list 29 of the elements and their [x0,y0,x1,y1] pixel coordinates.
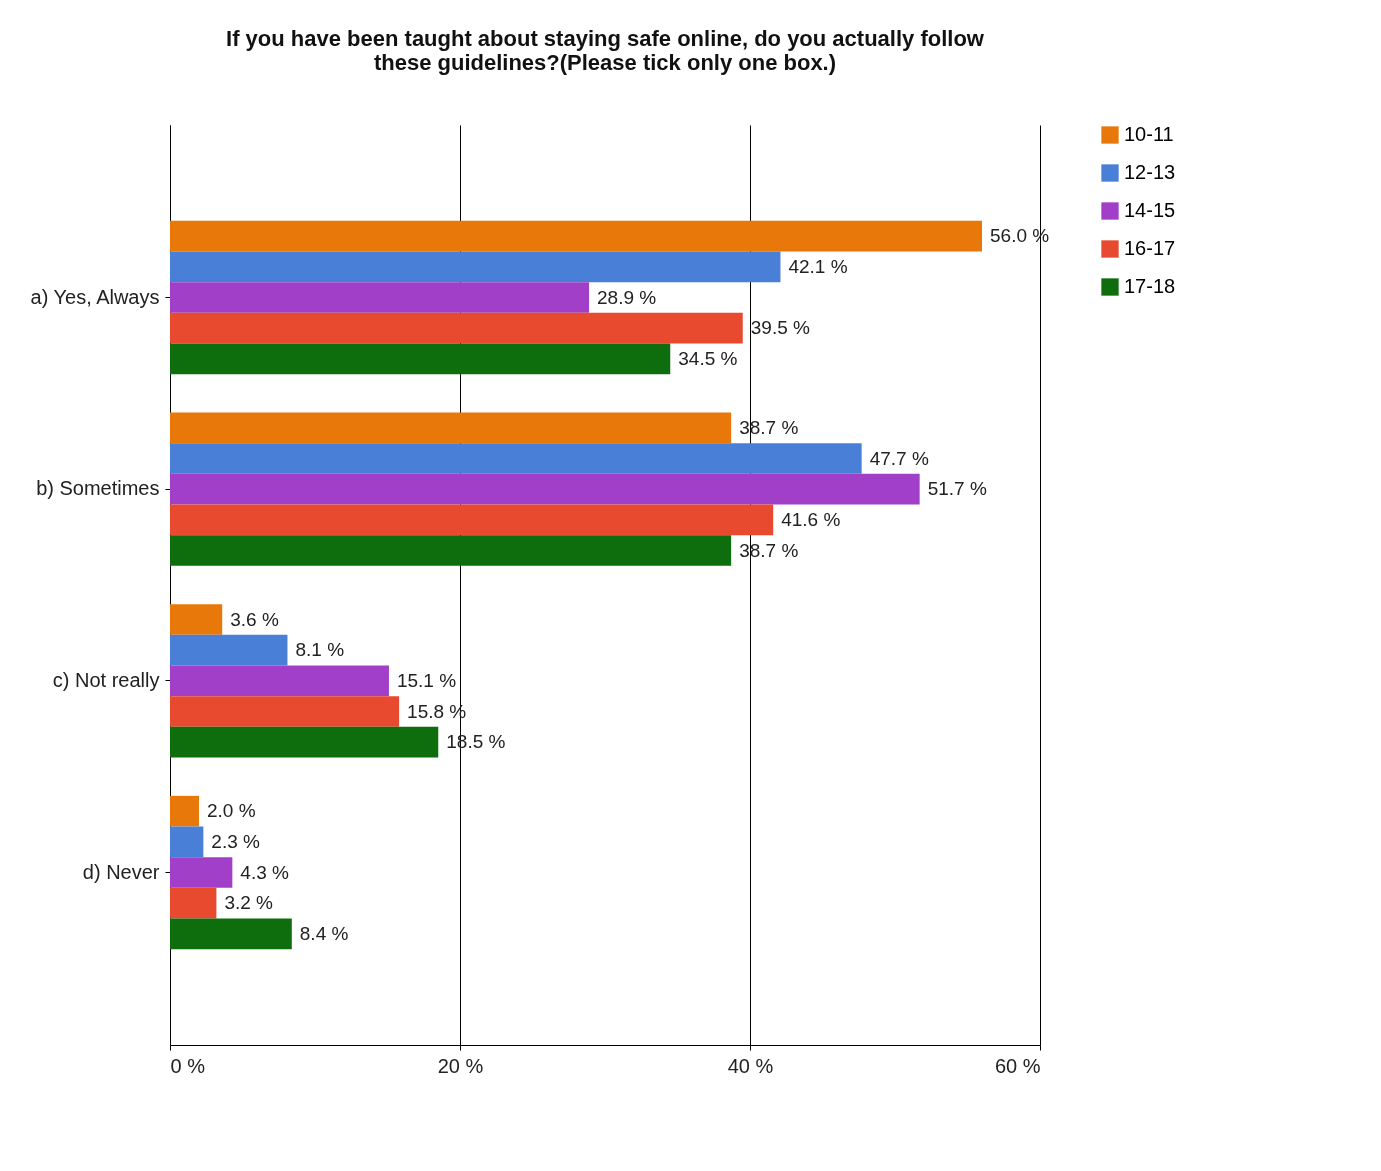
data-label: 3.2 % [224,892,274,914]
data-label: 2.0 % [207,800,256,822]
data-label: 28.9 % [597,286,657,308]
data-label: 34.5 % [678,347,738,369]
data-label: 3.6 % [230,608,279,630]
legend-label: 17-18 [1124,275,1176,297]
legend-label: 14-15 [1124,199,1176,221]
legend-label: 12-13 [1124,161,1176,183]
x-tick-label: 60 % [994,1054,1041,1077]
data-label: 15.1 % [396,669,457,691]
x-tick-label: 40 % [727,1054,774,1077]
x-tick-label: 20 % [437,1054,484,1077]
data-label: 8.4 % [299,922,349,944]
data-label: 51.7 % [927,478,987,500]
data-label: 41.6 % [781,508,841,530]
data-label: 4.3 % [240,861,290,883]
data-label: 8.1 % [295,639,345,661]
data-label: 39.5 % [750,317,811,339]
y-tick-label: d) Never [82,860,160,883]
y-tick-label: a) Yes, Always [30,285,160,308]
legend-label: 10-11 [1124,123,1174,145]
x-tick-label: 0 % [170,1054,206,1077]
data-label: 2.3 % [211,830,261,852]
y-tick-label: b) Sometimes [36,477,160,500]
data-label: 47.7 % [869,447,929,469]
chart-title: If you have been taught about staying safe online, do you actually follow these guidelines?(Please tick only one box.) [226,26,985,75]
legend-label: 16-17 [1124,237,1176,259]
data-label: 42.1 % [788,255,848,277]
y-tick-label: c) Not really [52,668,160,691]
